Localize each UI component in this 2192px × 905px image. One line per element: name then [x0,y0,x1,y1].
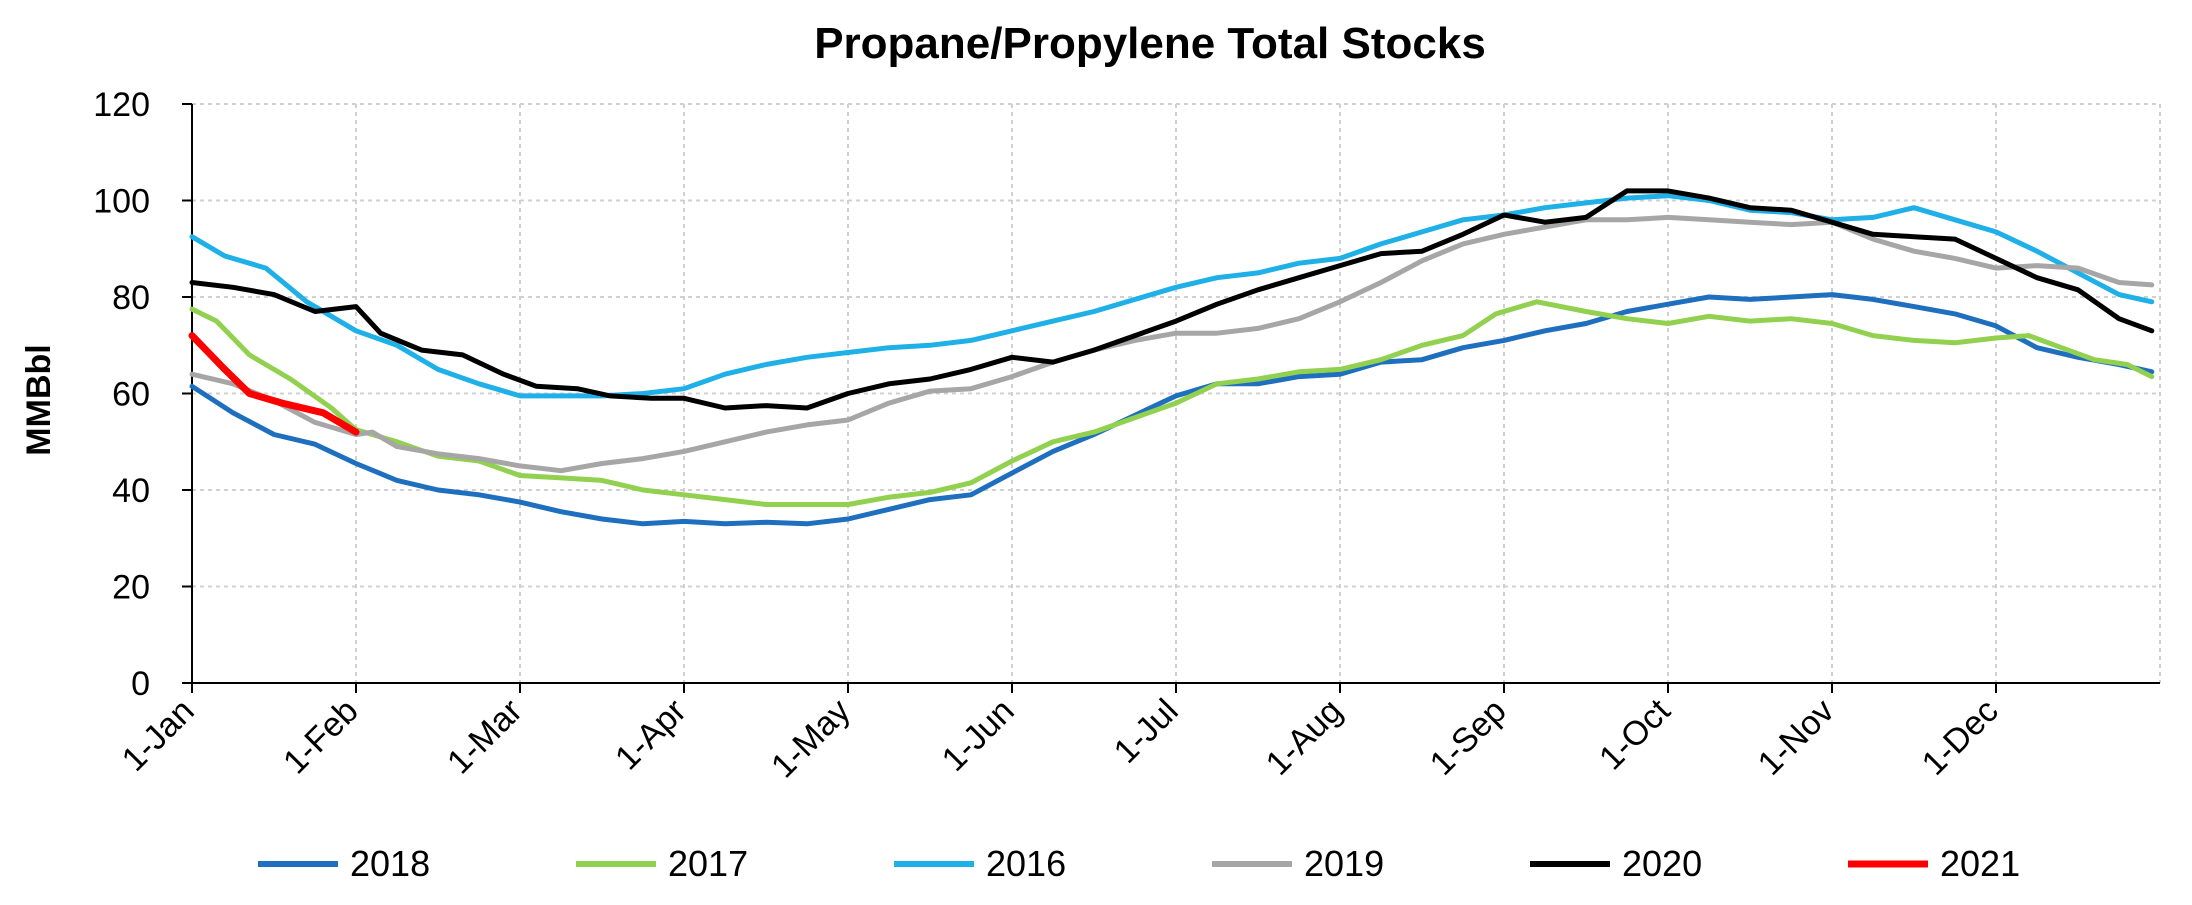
x-tick-label: 1-Oct [1592,691,1678,777]
series-line-2019 [189,214,2155,474]
x-tick-label: 1-Aug [1259,692,1350,783]
legend-label-2021: 2021 [1940,843,2020,884]
legend-label-2017: 2017 [668,843,748,884]
series-line-2021 [188,332,360,436]
y-tick-label: 60 [112,376,150,414]
x-tick-label: 1-Jul [1107,692,1186,771]
x-tick-label: 1-Jun [935,692,1022,779]
x-tick-label: 1-Dec [1915,692,2006,783]
x-tick-label: 1-Feb [276,692,366,782]
x-tick-label: 1-Sep [1423,692,1514,783]
series-line-2020 [189,188,2155,411]
chart-title: Propane/Propylene Total Stocks [814,19,1486,68]
y-axis-label: MMBbl [20,344,58,455]
series-line-2018 [189,292,2155,527]
x-tick-label: 1-Apr [608,692,694,778]
x-tick-label: 1-Jan [115,692,202,779]
y-tick-label: 0 [131,665,150,703]
y-tick-label: 120 [93,86,150,124]
grid [192,103,2161,683]
series-lines [188,188,2155,527]
x-tick-label: 1-May [764,692,858,786]
y-tick-label: 20 [112,569,150,607]
x-tick-label: 1-Nov [1751,692,1842,783]
y-tick-label: 40 [112,472,150,510]
axes: 0 20 40 60 80 100 120 1-Jan 1-Feb 1-Mar 1-Apr 1-May… [93,86,2160,785]
series-line-2017 [189,299,2155,507]
legend-label-2016: 2016 [986,843,1066,884]
legend: 2018 2017 2016 2019 2020 2021 [258,843,2020,884]
legend-label-2020: 2020 [1622,843,1702,884]
x-tick-label: 1-Mar [440,692,530,782]
legend-label-2019: 2019 [1304,843,1384,884]
y-tick-label: 80 [112,279,150,317]
y-tick-label: 100 [93,183,150,221]
legend-label-2018: 2018 [350,843,430,884]
